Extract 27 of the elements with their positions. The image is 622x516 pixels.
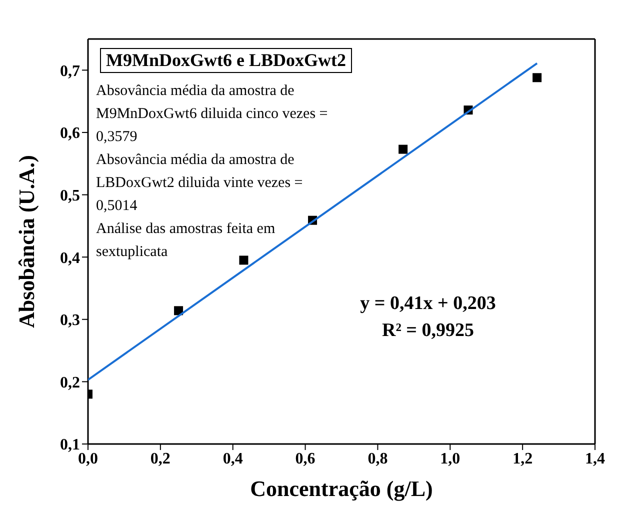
y-tick-label: 0,1 xyxy=(60,436,80,454)
annotation: Análise das amostras feita em sextuplicata xyxy=(96,220,276,262)
x-tick-label: 1,2 xyxy=(512,450,533,468)
x-tick-label: 1,0 xyxy=(440,450,460,468)
point xyxy=(398,144,408,154)
y-axis-title: Absobância (U.A.) xyxy=(14,155,39,328)
y-tick-label: 0,2 xyxy=(60,374,80,392)
y-tick-label: 0,4 xyxy=(60,250,80,267)
x-tick-label: 0,2 xyxy=(150,450,170,468)
x-tick-label: 0,6 xyxy=(295,450,316,468)
annotation: y = 0,41x + 0,203 xyxy=(359,292,497,316)
x-tick-label: 1,4 xyxy=(585,450,605,468)
y-tick-label: 0,3 xyxy=(60,312,80,330)
annotation: R² = 0,9925 xyxy=(381,319,475,343)
x-tick-label: 0,8 xyxy=(368,450,388,468)
text: M9MnDoxGwt6 e LBDoxGwt2 xyxy=(100,48,352,73)
annotation: Absovância média da amostra de M9MnDoxGwt6 diluida cinco vezes = 0,3579 xyxy=(96,82,329,147)
x-axis-title: Concentração (g/L) xyxy=(250,476,433,501)
point xyxy=(239,256,248,265)
point xyxy=(532,73,542,82)
y-tick-label: 0,6 xyxy=(60,125,80,142)
y-tick-label: 0,5 xyxy=(60,187,80,204)
x-tick-label: 0,4 xyxy=(222,450,243,468)
y-tick-label: 0,7 xyxy=(60,62,80,80)
x-tick-label: 0,0 xyxy=(78,450,98,468)
annotation: Absovância média da amostra de LBDoxGwt2 diluida vinte vezes = 0,5014 xyxy=(96,151,304,216)
point xyxy=(174,306,184,316)
